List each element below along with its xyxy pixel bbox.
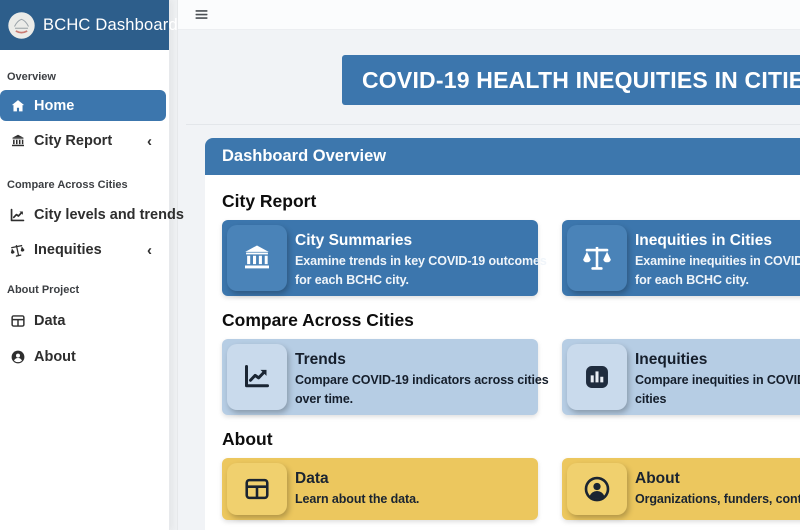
user-circle-icon [567,463,627,515]
scrollbar-track[interactable] [170,0,178,530]
bank-icon [227,225,287,291]
sidebar-item-city-levels-and-trends[interactable]: City levels and trends [0,200,184,230]
card-trends[interactable]: Trends Compare COVID-19 indicators acros… [222,339,549,415]
section-title-about: About [222,429,273,449]
page-title: COVID-19 HEALTH INEQUITIES IN CITIES [362,66,800,93]
dashboard-overview-panel: Dashboard Overview City Report [205,138,800,530]
panel-body: City Report City Summaries Exami [205,175,800,530]
home-icon [9,97,26,114]
sidebar-item-home[interactable]: Home [0,90,166,121]
sidebar-brand[interactable]: BCHC Dashboard [0,0,178,50]
section-title-city-report: City Report [222,191,317,211]
scale-icon [567,225,627,291]
card-description: Compare inequities in COVID-19 across ci… [635,373,800,406]
card-data[interactable]: Data Learn about the data. [222,458,538,520]
chart-line-icon [227,344,287,410]
hamburger-icon[interactable] [192,6,210,24]
card-description: Examine inequities in COVID-19 outcomes … [635,254,800,287]
card-title: City Summaries [295,232,413,249]
sidebar: BCHC Dashboard Overview Home City Re [0,0,184,530]
card-inequities-compare[interactable]: Inequities Compare inequities in COVID-1… [562,339,800,415]
bar-chart-icon [567,344,627,410]
sidebar-item-city-report[interactable]: City Report ‹ [0,126,166,156]
horizontal-divider [186,124,800,125]
card-description: Compare COVID-19 indicators across citie… [295,373,549,406]
chart-line-icon [9,207,26,224]
main-content: COVID-19 HEALTH INEQUITIES IN CITIES Das… [170,0,800,530]
card-description: Learn about the data. [295,492,420,506]
sidebar-item-data[interactable]: Data [0,306,166,336]
nav-section-about-project: About Project [7,284,80,296]
card-title: Trends [295,351,346,368]
card-row: City Summaries Examine trends in key COV… [222,220,800,296]
chevron-left-icon: ‹ [147,132,152,150]
section-title-compare: Compare Across Cities [222,310,414,330]
card-description: Examine trends in key COVID-19 outcomes … [295,254,547,287]
nav-section-overview: Overview [7,71,56,83]
card-description: Organizations, funders, contributors. [635,492,800,506]
sidebar-nav: Overview Home City Report ‹ Com [0,70,184,372]
card-inequities-in-cities[interactable]: Inequities in Cities Examine inequities … [562,220,800,296]
table-icon [9,313,26,330]
table-icon [227,463,287,515]
panel-header: Dashboard Overview [205,138,800,175]
card-about[interactable]: About Organizations, funders, contributo… [562,458,800,520]
nav-section-compare: Compare Across Cities [7,179,128,191]
bchc-logo-icon [8,11,35,39]
user-circle-icon [9,349,26,366]
card-title: Data [295,470,329,487]
card-row: Trends Compare COVID-19 indicators acros… [222,339,800,415]
topbar [170,0,800,30]
app-title: BCHC Dashboard [43,15,178,34]
sidebar-item-about[interactable]: About [0,342,166,372]
page-banner: COVID-19 HEALTH INEQUITIES IN CITIES [342,55,800,105]
card-title: Inequities in Cities [635,232,772,249]
chevron-left-icon: ‹ [147,241,152,259]
card-row: Data Learn about the data. [222,458,800,520]
bank-icon [9,133,26,150]
card-title: Inequities [635,351,708,368]
scale-icon [9,242,26,259]
card-title: About [635,470,680,487]
card-city-summaries[interactable]: City Summaries Examine trends in key COV… [222,220,547,296]
sidebar-item-inequities[interactable]: Inequities ‹ [0,235,166,265]
